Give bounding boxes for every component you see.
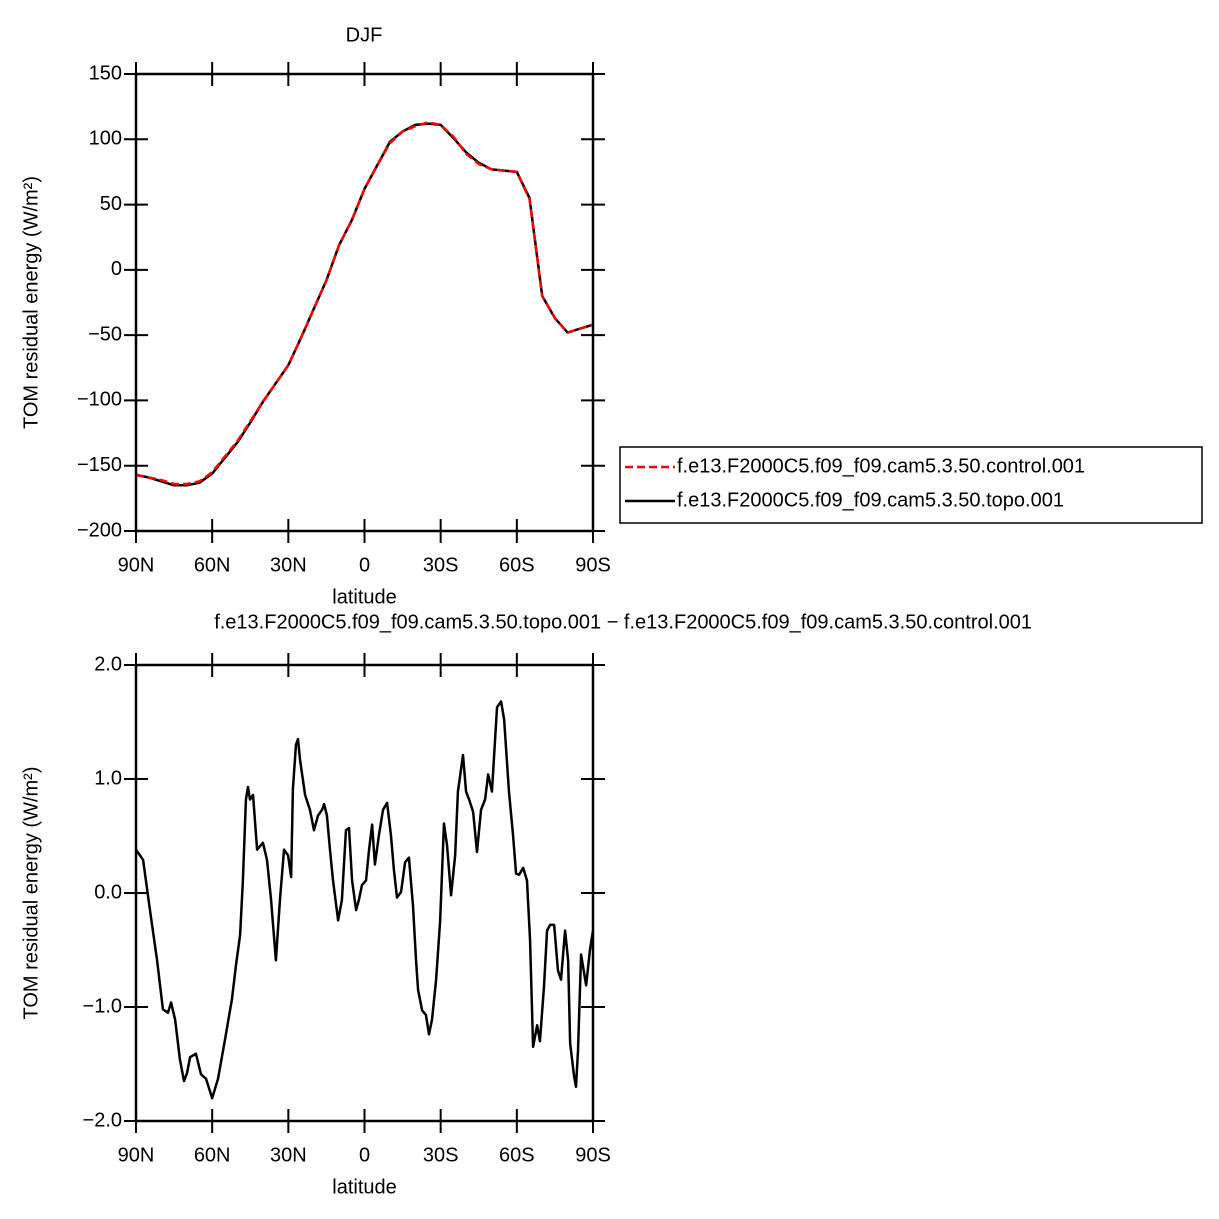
y-tick-label: −1.0 (83, 995, 122, 1017)
plot-frame (134, 663, 595, 1123)
x-tick-label: 90N (118, 554, 155, 576)
y-tick-label: 0 (111, 258, 122, 280)
data-line (135, 121, 594, 486)
y-tick-label: 100 (89, 128, 122, 150)
y-tick-label: 50 (100, 193, 122, 215)
data-line (134, 700, 595, 1100)
y-tick-label: −150 (77, 454, 122, 476)
y-axis-label: TOM residual energy (W/m²) (20, 766, 42, 1019)
legend-label: f.e13.F2000C5.f09_f09.cam5.3.50.control.… (677, 455, 1085, 477)
chart-title: DJF (346, 24, 383, 46)
data-line (135, 122, 594, 487)
x-axis-label: latitude (332, 586, 397, 608)
x-tick-label: 30N (270, 554, 307, 576)
x-tick-label: 60N (194, 1144, 231, 1166)
y-axis-label: TOM residual energy (W/m²) (20, 176, 42, 429)
chart-title: f.e13.F2000C5.f09_f09.cam5.3.50.topo.001… (214, 611, 1032, 633)
y-tick-label: 2.0 (94, 653, 122, 675)
x-tick-label: 60N (194, 554, 231, 576)
legend-frame (619, 446, 1203, 524)
y-tick-label: 150 (89, 62, 122, 84)
x-axis-label: latitude (332, 1176, 397, 1198)
y-tick-label: −2.0 (83, 1109, 122, 1131)
x-tick-label: 0 (359, 554, 370, 576)
x-tick-label: 60S (499, 1144, 535, 1166)
x-tick-label: 60S (499, 554, 535, 576)
x-tick-label: 30N (270, 1144, 307, 1166)
y-tick-label: 1.0 (94, 767, 122, 789)
x-tick-label: 30S (423, 1144, 459, 1166)
y-tick-label: −200 (77, 519, 122, 541)
plot-frame (134, 72, 595, 533)
y-tick-label: 0.0 (94, 881, 122, 903)
y-tick-label: −100 (77, 389, 122, 411)
x-tick-label: 90S (575, 1144, 611, 1166)
x-tick-label: 90N (118, 1144, 155, 1166)
x-tick-label: 0 (359, 1144, 370, 1166)
x-tick-label: 90S (575, 554, 611, 576)
y-tick-label: −50 (88, 323, 122, 345)
x-tick-label: 30S (423, 554, 459, 576)
legend-label: f.e13.F2000C5.f09_f09.cam5.3.50.topo.001 (677, 489, 1064, 511)
